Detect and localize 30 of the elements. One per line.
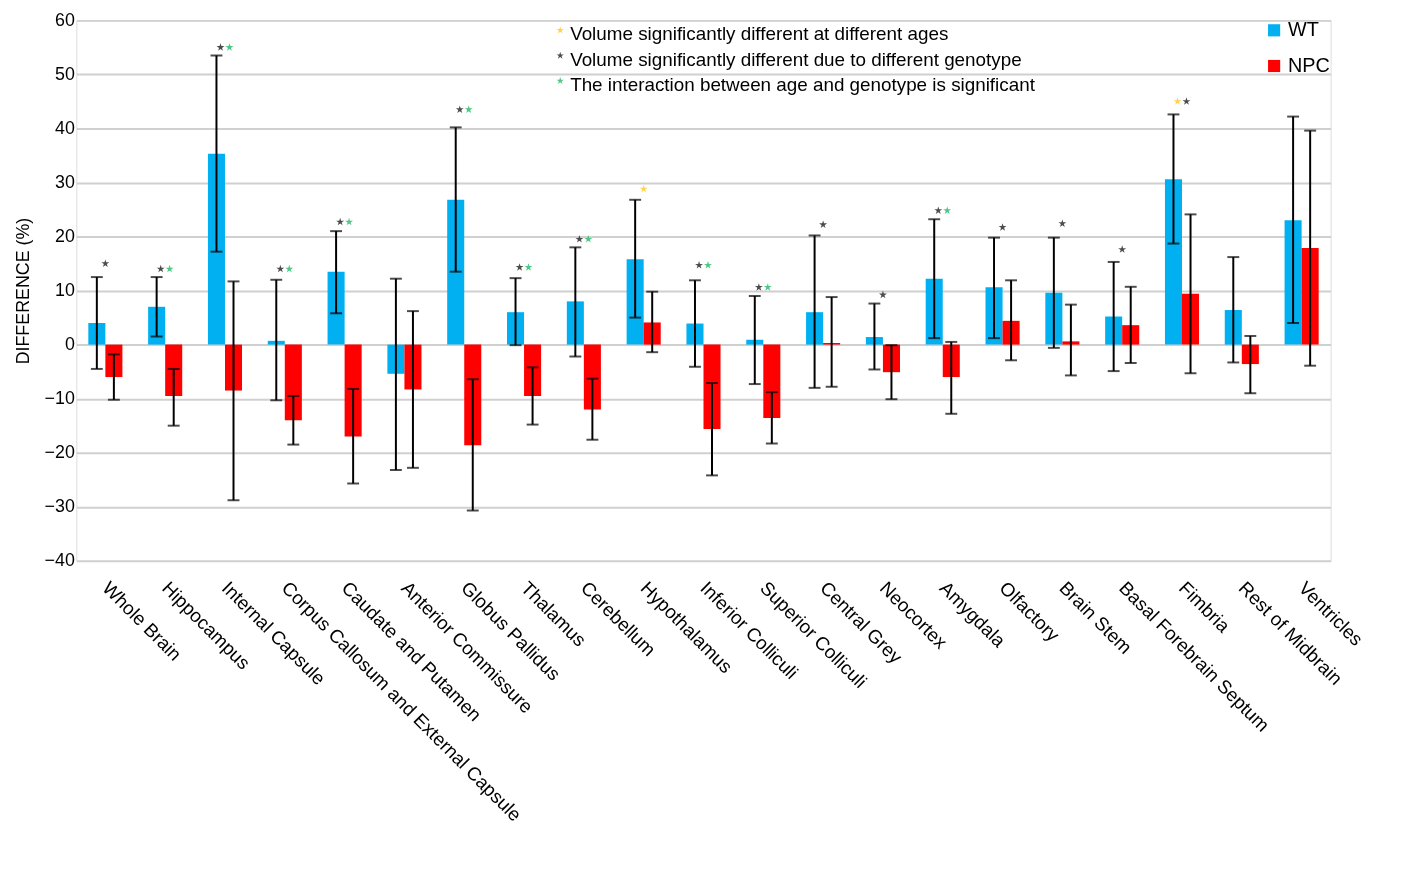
legend-label: WT — [1288, 18, 1319, 41]
bar — [327, 271, 345, 345]
bar — [703, 344, 721, 429]
y-tick-label: 30 — [55, 171, 75, 192]
bar — [284, 344, 302, 421]
y-tick-label: −20 — [44, 442, 75, 463]
bar — [1164, 179, 1182, 345]
legend-label: Volume significantly different at different ages — [570, 23, 949, 45]
y-tick-label: 10 — [55, 280, 75, 301]
bar — [626, 259, 644, 345]
bar — [447, 199, 465, 345]
legend-label: The interaction between age and genotype is significant — [570, 73, 1036, 95]
bar — [344, 344, 362, 437]
y-tick-label: 40 — [55, 117, 75, 138]
y-tick-label: 60 — [55, 9, 75, 30]
y-tick-label: −30 — [44, 496, 75, 517]
bar — [464, 344, 482, 446]
y-tick-label: 50 — [55, 63, 75, 84]
bar — [165, 344, 183, 396]
bar — [763, 344, 781, 419]
bar — [207, 153, 225, 345]
bar — [1284, 220, 1302, 345]
legend-label: NPC — [1288, 53, 1330, 76]
legend-label: Volume significantly different due to different genotype — [570, 48, 1022, 70]
y-tick-label: −10 — [44, 388, 75, 409]
bar — [583, 344, 601, 410]
y-axis-title: DIFFERENCE (%) — [12, 217, 33, 365]
y-tick-label: 20 — [55, 225, 75, 246]
y-tick-label: 0 — [64, 334, 75, 355]
y-tick-label: −40 — [44, 550, 75, 571]
